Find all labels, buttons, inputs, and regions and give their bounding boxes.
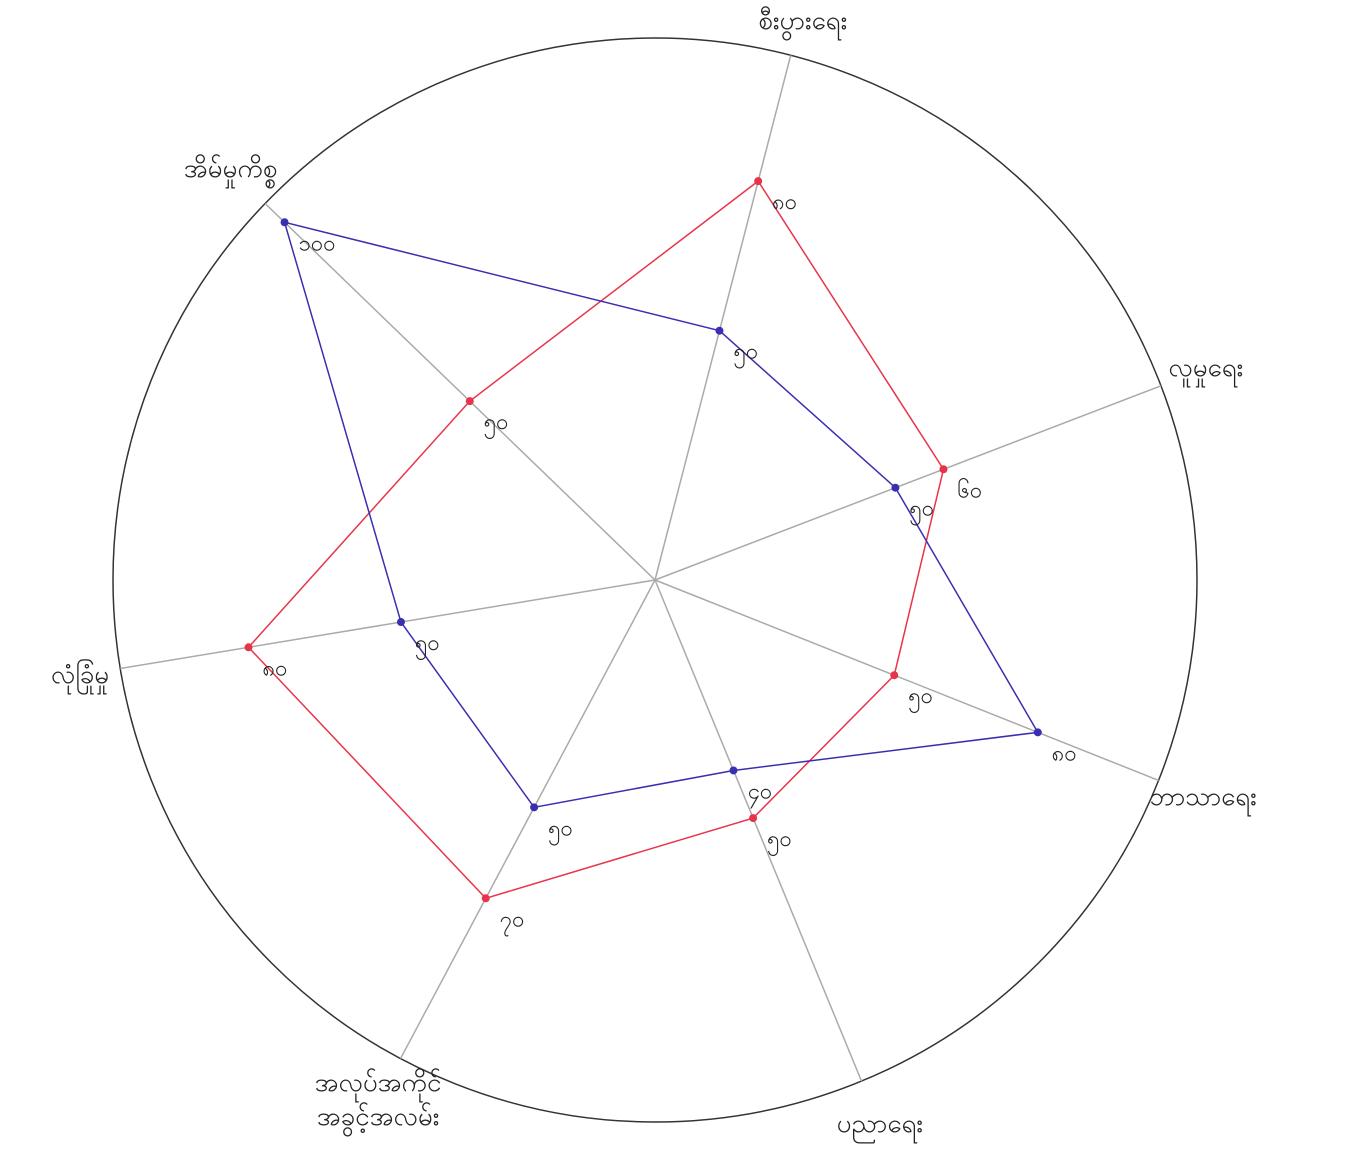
spoke: [399, 579, 656, 1059]
data-point: [1033, 728, 1042, 737]
data-point: [939, 465, 948, 474]
category-label: အိမ်မှုကိစ္စ: [183, 154, 278, 185]
data-point: [891, 483, 900, 492]
value-label: ၅၀: [908, 684, 933, 713]
data-point: [715, 326, 724, 335]
outer-circle: [112, 37, 1198, 1123]
data-point: [244, 643, 253, 652]
value-label: ၄၀: [748, 779, 773, 808]
data-point: [465, 397, 474, 406]
category-label: စီးပွားရေး: [758, 6, 848, 37]
data-point: [729, 766, 738, 775]
category-label: လူမှုရေး: [1168, 352, 1244, 383]
value-label: ၅၀: [415, 631, 440, 660]
value-label: ၅၀: [733, 340, 758, 369]
value-label: ၈၀: [1052, 741, 1077, 766]
value-label: ၆၀: [957, 477, 982, 503]
value-label: ၁၀၀: [299, 231, 336, 256]
value-label: ၈၀: [263, 656, 288, 681]
spoke: [654, 579, 863, 1082]
series-line: [283, 221, 1040, 809]
category-label: ဘာသာရေး: [1149, 782, 1257, 813]
spoke: [654, 55, 792, 581]
value-label: ၅၀: [909, 497, 934, 526]
value-label: ၅၀: [548, 816, 573, 845]
spoke: [654, 579, 1159, 782]
data-point: [481, 894, 490, 903]
data-point: [749, 814, 758, 823]
data-point: [396, 618, 405, 627]
series-line: [247, 180, 945, 900]
data-point: [890, 671, 899, 680]
spoke: [654, 385, 1162, 581]
data-point: [754, 177, 763, 186]
data-point: [530, 803, 539, 812]
category-label: ပညာရေး: [836, 1109, 923, 1140]
value-label: ၅၀: [484, 410, 509, 439]
data-point: [280, 218, 289, 227]
value-label: ၇၀: [500, 907, 525, 936]
spoke: [264, 202, 656, 581]
category-label: အလုပ်အကိုင် အခွင့်အလမ်း: [314, 1068, 442, 1132]
spoke: [120, 579, 656, 670]
value-label: ၈၀: [772, 190, 797, 215]
value-label: ၅၀: [767, 827, 792, 856]
category-label: လုံခြုံမှု: [50, 660, 110, 691]
